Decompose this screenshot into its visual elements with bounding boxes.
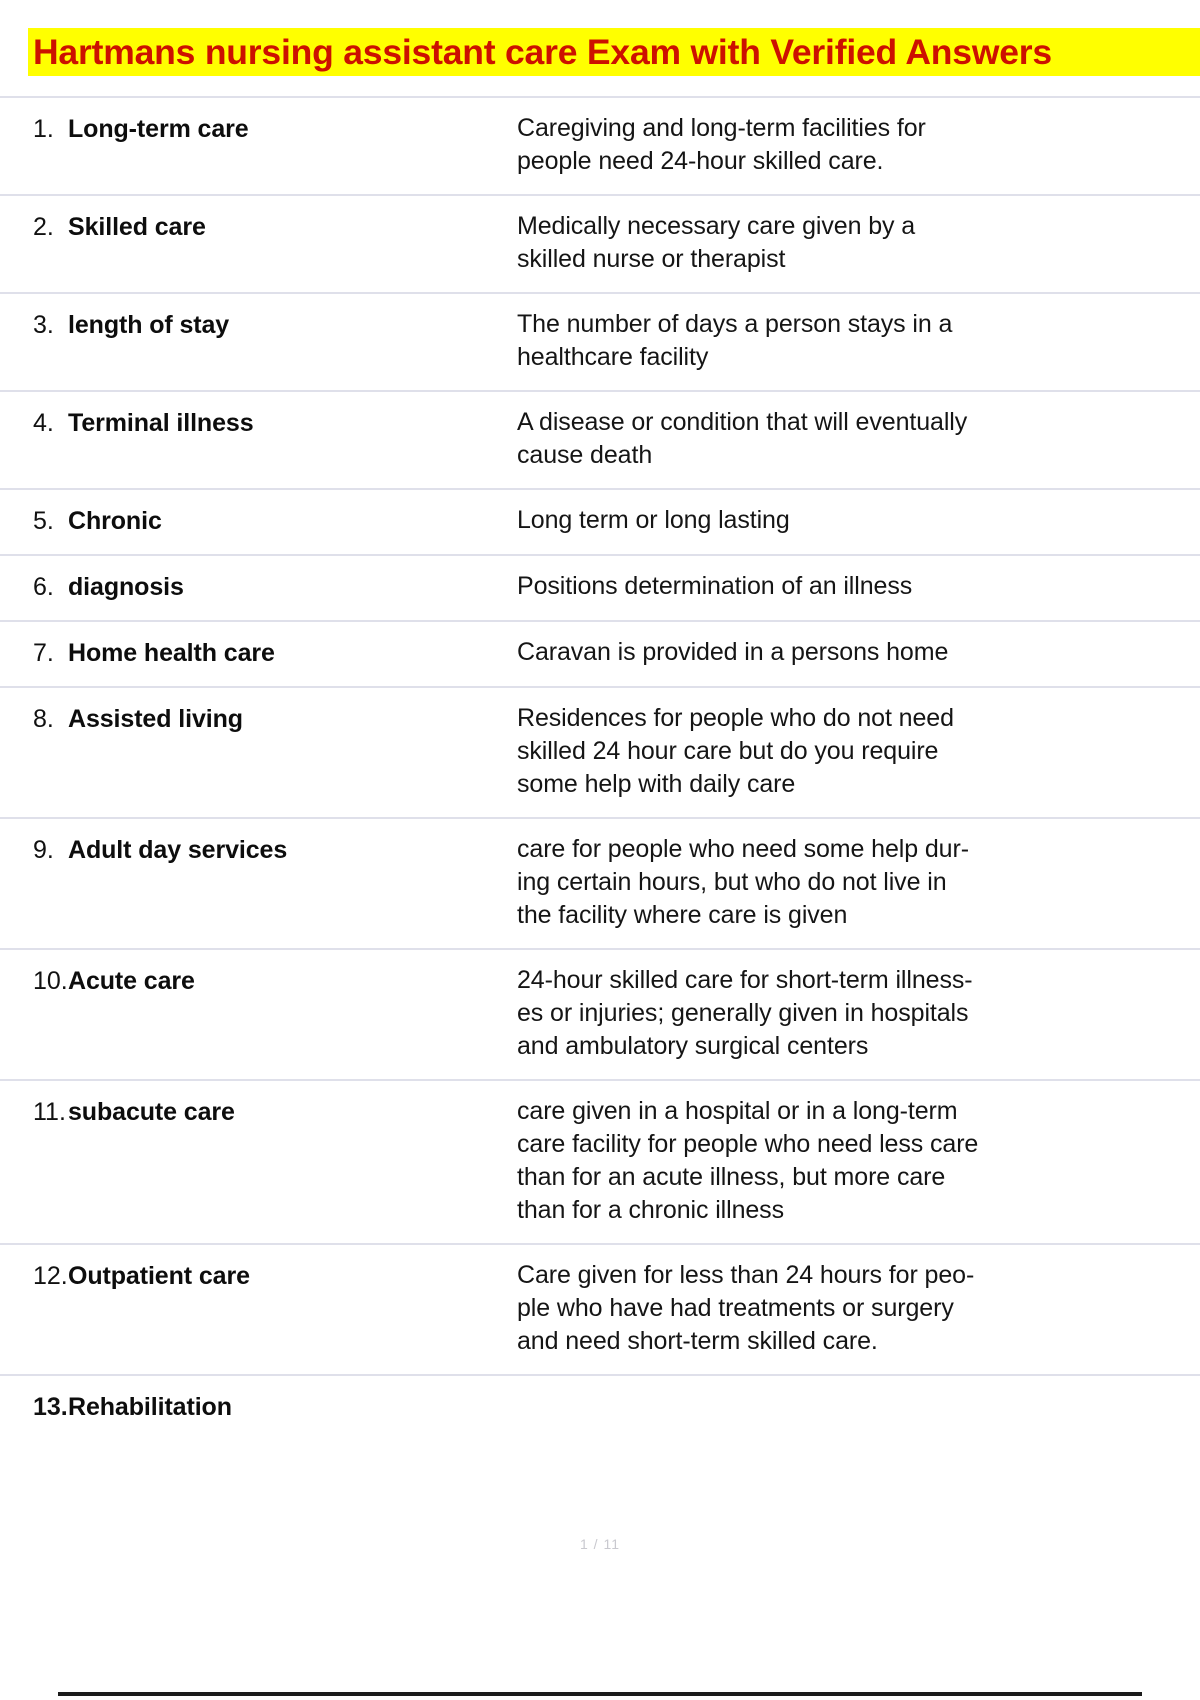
definition-line: some help with daily care [517,770,796,798]
definition-text: Positions determination of an illness [517,570,1200,603]
definition-text: A disease or condition that will eventua… [517,406,1200,472]
table-row: 4. Terminal illness A disease or condition… [0,390,1200,488]
term-label: subacute care [68,1098,235,1126]
term-label: Acute care [68,967,195,995]
definition-line: healthcare facility [517,343,709,371]
row-number: 13. [33,1393,68,1421]
table-row: 5. Chronic Long term or long lasting [0,488,1200,554]
term-label: Outpatient care [68,1262,250,1290]
definition-text: The number of days a person stays in a he… [517,308,1200,374]
row-number: 10. [33,967,68,995]
term-label: length of stay [68,311,230,339]
row-number: 12. [33,1262,68,1290]
term-label: Long-term care [68,115,249,143]
definition-line: es or injuries; generally given in hospi… [517,999,969,1027]
definition-text: Medically necessary care given by a skill… [517,210,1200,276]
row-number: 7. [33,639,54,667]
table-row: 7. Home health care Caravan is provided in… [0,620,1200,686]
term-label: Terminal illness [68,409,254,437]
definition-line: than for a chronic illness [517,1196,784,1224]
term-label: Home health care [68,639,275,667]
row-number: 6. [33,573,54,601]
row-number: 1. [33,115,54,143]
definition-line: cause death [517,441,653,469]
definition-line: Medically necessary care given by a [517,212,916,240]
term-definition-table: 1. Long-term care Caregiving and long-term… [0,96,1200,1440]
definition-line: than for an acute illness, but more care [517,1163,946,1191]
definition-line: the facility where care is given [517,901,848,929]
row-number: 2. [33,213,54,241]
definition-line: ing certain hours, but who do not live i… [517,868,947,896]
table-row: 2. Skilled care Medically necessary care g… [0,194,1200,292]
table-row: 13. Rehabilitation [0,1374,1200,1440]
term-label: Assisted living [68,705,243,733]
document-title-banner: Hartmans nursing assistant care Exam wit… [0,0,1200,96]
row-number: 11. [33,1098,66,1126]
row-number: 3. [33,311,54,339]
term-label: diagnosis [68,573,184,601]
definition-line: skilled nurse or therapist [517,245,786,273]
row-number: 9. [33,836,54,864]
definition-text: Long term or long lasting [517,504,1200,537]
definition-text: Care given for less than 24 hours for pe… [517,1259,1200,1358]
table-row: 8. Assisted living Residences for people w… [0,686,1200,817]
bottom-rule [58,1692,1142,1696]
row-number: 8. [33,705,54,733]
definition-line: A disease or condition that will eventua… [517,408,968,436]
definition-line: and ambulatory surgical centers [517,1032,869,1060]
definition-line: Care given for less than 24 hours for pe… [517,1261,975,1289]
definition-line: Positions determination of an illness [517,572,913,600]
definition-line: 24-hour skilled care for short-term illn… [517,966,973,994]
definition-line: care for people who need some help dur- [517,835,969,863]
definition-line: The number of days a person stays in a [517,310,953,338]
term-label: Skilled care [68,213,206,241]
page-title: Hartmans nursing assistant care Exam wit… [33,32,1052,72]
table-row: 10. Acute care 24-hour skilled care for sh… [0,948,1200,1079]
definition-line: Caregiving and long-term facilities for [517,114,926,142]
definition-line: ple who have had treatments or surgery [517,1294,954,1322]
definition-line: care given in a hospital or in a long-te… [517,1097,958,1125]
definition-line: skilled 24 hour care but do you require [517,737,939,765]
definition-text: Caregiving and long-term facilities for p… [517,112,1200,178]
term-label: Chronic [68,507,162,535]
table-row: 3. length of stay The number of days a per… [0,292,1200,390]
term-label: Adult day services [68,836,288,864]
definition-line: people need 24-hour skilled care. [517,147,884,175]
table-row: 12. Outpatient care Care given for less th… [0,1243,1200,1374]
definition-text: care for people who need some help dur-i… [517,833,1200,932]
definition-text: 24-hour skilled care for short-term illn… [517,964,1200,1063]
table-row: 6. diagnosis Positions determination of an… [0,554,1200,620]
definition-text: Residences for people who do not need ski… [517,702,1200,801]
title-highlight [28,28,1200,76]
definition-line: Residences for people who do not need [517,704,954,732]
definition-line: Caravan is provided in a persons home [517,638,949,666]
page-indicator: 1 / 11 [580,1536,620,1552]
definition-line: care facility for people who need less c… [517,1130,979,1158]
definition-text: care given in a hospital or in a long-te… [517,1095,1200,1227]
term-label: Rehabilitation [68,1393,232,1421]
table-row: 11. subacute care care given in a hospital… [0,1079,1200,1243]
definition-line: and need short-term skilled care. [517,1327,878,1355]
row-number: 5. [33,507,54,535]
table-row: 9. Adult day services care for people who … [0,817,1200,948]
definition-text: Caravan is provided in a persons home [517,636,1200,669]
definition-line: Long term or long lasting [517,506,790,534]
table-row: 1. Long-term care Caregiving and long-term… [0,96,1200,194]
row-number: 4. [33,409,54,437]
